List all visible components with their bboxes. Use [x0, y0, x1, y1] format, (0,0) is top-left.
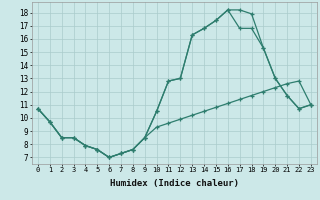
X-axis label: Humidex (Indice chaleur): Humidex (Indice chaleur): [110, 179, 239, 188]
